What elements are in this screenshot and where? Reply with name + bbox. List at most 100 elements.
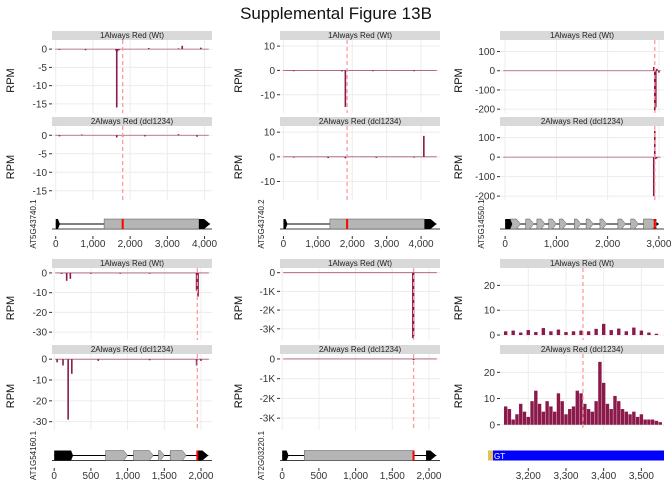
y-tick-label: 10: [484, 306, 496, 317]
gene-exon: [536, 218, 546, 230]
site-marker: [121, 219, 124, 229]
data-bar: [632, 327, 636, 336]
x-tick-label: 3,300: [553, 471, 578, 480]
y-axis-label-4-1: RPM: [233, 384, 245, 408]
y-tick-label: 10: [264, 42, 276, 53]
x-tick-label: 1,000: [305, 239, 330, 250]
y-tick-label: 0: [269, 66, 275, 77]
gene-utr-5: [54, 450, 74, 461]
feature-start: [488, 450, 493, 461]
x-tick-label: 3,000: [374, 239, 399, 250]
facet-strip: [280, 117, 440, 126]
data-bar: [67, 359, 69, 420]
y-axis-label-5-1: RPM: [453, 384, 465, 408]
data-bar: [292, 156, 295, 158]
gene-id-label: AT2G03220.1: [257, 430, 266, 480]
data-bar: [586, 331, 591, 336]
data-bar: [177, 48, 180, 50]
figure-title: Supplemental Figure 13B: [240, 4, 432, 23]
data-bar: [58, 135, 61, 137]
x-tick-label: 0: [502, 239, 508, 250]
facet-strip-label: 1Always Red (Wt): [100, 31, 164, 40]
y-tick-label: -3K: [259, 414, 275, 425]
y-tick-label: 100: [478, 47, 495, 58]
data-bar: [564, 332, 568, 336]
y-tick-label: 0: [269, 152, 275, 163]
gene-exon: [169, 450, 187, 461]
gene-exon: [329, 218, 425, 230]
y-tick-label: 0: [489, 420, 495, 431]
data-bar: [609, 330, 613, 336]
data-bar: [609, 409, 613, 425]
facet-strip-label: 2Always Red (dcl1234): [319, 345, 402, 354]
y-axis-label-3-0: RPM: [5, 296, 17, 320]
y-tick-label: -5: [38, 63, 47, 74]
y-tick-label: 10: [484, 394, 496, 405]
data-bar: [530, 401, 534, 425]
data-bar: [144, 135, 146, 137]
x-tick-label: 2,000: [595, 239, 620, 250]
facet-strip-label: 1Always Red (Wt): [550, 259, 614, 268]
site-marker: [346, 219, 349, 229]
facet-strip: [500, 117, 664, 126]
data-bar: [62, 359, 64, 366]
facet-strip-label: 1Always Red (Wt): [328, 31, 392, 40]
panel-0: 1Always Red (Wt) 0 -5 -10 -15 2Always Red (dc…: [29, 31, 218, 250]
gene-exon: [585, 218, 594, 230]
data-bar: [639, 414, 644, 425]
panel-3: 1Always Red (Wt) 0 -10 -20 -30 2Always Red (d…: [29, 259, 214, 480]
y-tick-label: 10: [264, 128, 276, 139]
data-bar: [196, 135, 198, 137]
data-bar: [594, 328, 598, 336]
x-tick-label: 1,000: [80, 239, 105, 250]
y-tick-label: -10: [33, 376, 48, 387]
data-bar: [552, 411, 557, 425]
data-bar: [197, 272, 199, 297]
x-tick-label: 3,500: [629, 471, 654, 480]
gene-exon: [133, 450, 154, 461]
x-tick-label: 500: [311, 471, 328, 480]
data-bar: [65, 272, 68, 281]
gene-utr-5: [283, 219, 288, 229]
y-tick-label: -30: [33, 328, 48, 339]
x-tick-label: 1,000: [343, 471, 368, 480]
data-bar: [652, 66, 655, 71]
x-tick-label: 3,400: [591, 471, 616, 480]
data-bar: [56, 359, 58, 363]
data-bar: [84, 49, 87, 51]
data-bar: [503, 331, 508, 336]
data-bar: [341, 70, 343, 72]
gene-exon: [303, 450, 414, 461]
data-bar: [526, 330, 530, 336]
data-bar: [560, 401, 564, 425]
y-tick-label: 100: [478, 133, 495, 144]
data-bar: [598, 361, 602, 425]
data-bar: [655, 70, 657, 108]
data-bar: [372, 70, 374, 72]
data-bar: [507, 409, 512, 425]
data-bar: [656, 157, 658, 159]
data-bar: [654, 333, 659, 336]
data-bar: [181, 45, 184, 50]
data-bar: [579, 393, 583, 425]
x-tick-label: 500: [83, 471, 100, 480]
facet-strip-label: 2Always Red (dcl1234): [319, 117, 402, 126]
gene-utr-3: [197, 450, 209, 461]
data-bar: [537, 403, 542, 425]
y-tick-label: -2K: [259, 306, 275, 317]
gene-id-label: AT1G54160.1: [29, 430, 38, 480]
facet-strip-label: 1Always Red (Wt): [100, 259, 164, 268]
y-tick-label: 0: [41, 131, 47, 142]
site-marker: [196, 450, 199, 461]
data-bar: [195, 272, 198, 291]
y-axis-label-5-0: RPM: [453, 296, 465, 320]
data-bar: [115, 49, 118, 108]
facet-strip: [280, 345, 440, 354]
x-tick-label: 4,000: [409, 239, 434, 250]
data-bar: [503, 406, 508, 425]
gene-utr-3: [424, 219, 437, 229]
data-bar: [71, 359, 73, 374]
gene-exon: [617, 218, 626, 230]
data-bar: [118, 49, 120, 51]
data-bar: [69, 272, 72, 279]
